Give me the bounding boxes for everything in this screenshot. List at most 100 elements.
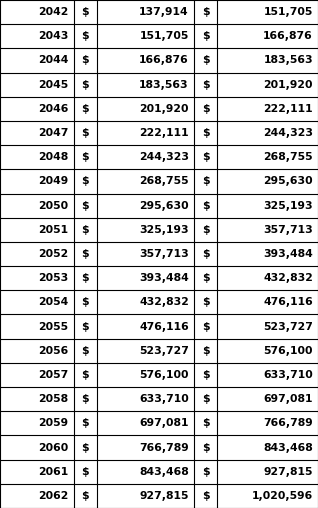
Text: 523,727: 523,727 xyxy=(263,322,313,332)
Text: $: $ xyxy=(202,201,209,211)
Text: 927,815: 927,815 xyxy=(264,467,313,477)
Text: 2042: 2042 xyxy=(38,7,69,17)
Text: $: $ xyxy=(81,225,89,235)
Text: 633,710: 633,710 xyxy=(139,394,189,404)
Text: 222,111: 222,111 xyxy=(263,104,313,114)
Text: $: $ xyxy=(81,370,89,380)
Text: 697,081: 697,081 xyxy=(139,418,189,428)
Text: 2060: 2060 xyxy=(38,442,69,453)
Text: 2051: 2051 xyxy=(38,225,69,235)
Text: $: $ xyxy=(81,128,89,138)
Text: $: $ xyxy=(202,370,209,380)
Text: 357,713: 357,713 xyxy=(263,225,313,235)
Text: 2057: 2057 xyxy=(38,370,69,380)
Text: $: $ xyxy=(81,7,89,17)
Text: 576,100: 576,100 xyxy=(264,346,313,356)
Text: $: $ xyxy=(202,55,209,66)
Text: $: $ xyxy=(202,297,209,307)
Text: 325,193: 325,193 xyxy=(263,201,313,211)
Text: $: $ xyxy=(81,249,89,259)
Text: 2055: 2055 xyxy=(38,322,69,332)
Text: $: $ xyxy=(81,491,89,501)
Text: $: $ xyxy=(81,467,89,477)
Text: 766,789: 766,789 xyxy=(263,418,313,428)
Text: 244,323: 244,323 xyxy=(139,152,189,162)
Text: $: $ xyxy=(202,104,209,114)
Text: 357,713: 357,713 xyxy=(139,249,189,259)
Text: 183,563: 183,563 xyxy=(139,80,189,90)
Text: $: $ xyxy=(81,201,89,211)
Text: $: $ xyxy=(202,80,209,90)
Text: 697,081: 697,081 xyxy=(264,394,313,404)
Text: $: $ xyxy=(81,31,89,41)
Text: $: $ xyxy=(202,31,209,41)
Text: 244,323: 244,323 xyxy=(263,128,313,138)
Text: $: $ xyxy=(202,273,209,283)
Text: 222,111: 222,111 xyxy=(139,128,189,138)
Text: $: $ xyxy=(202,128,209,138)
Text: 2056: 2056 xyxy=(38,346,69,356)
Text: $: $ xyxy=(81,322,89,332)
Text: 432,832: 432,832 xyxy=(263,273,313,283)
Text: $: $ xyxy=(81,55,89,66)
Text: $: $ xyxy=(202,346,209,356)
Text: $: $ xyxy=(202,322,209,332)
Text: 2054: 2054 xyxy=(38,297,69,307)
Text: 843,468: 843,468 xyxy=(139,467,189,477)
Text: $: $ xyxy=(202,467,209,477)
Text: 476,116: 476,116 xyxy=(263,297,313,307)
Text: $: $ xyxy=(202,152,209,162)
Text: 476,116: 476,116 xyxy=(139,322,189,332)
Text: $: $ xyxy=(81,346,89,356)
Text: 2058: 2058 xyxy=(38,394,69,404)
Text: 295,630: 295,630 xyxy=(263,176,313,186)
Text: 2049: 2049 xyxy=(38,176,69,186)
Text: 137,914: 137,914 xyxy=(139,7,189,17)
Text: $: $ xyxy=(81,176,89,186)
Text: 393,484: 393,484 xyxy=(263,249,313,259)
Text: 2062: 2062 xyxy=(38,491,69,501)
Text: 633,710: 633,710 xyxy=(263,370,313,380)
Text: 2059: 2059 xyxy=(38,418,69,428)
Text: $: $ xyxy=(202,176,209,186)
Text: 151,705: 151,705 xyxy=(264,7,313,17)
Text: $: $ xyxy=(202,394,209,404)
Text: 201,920: 201,920 xyxy=(264,80,313,90)
Text: $: $ xyxy=(202,7,209,17)
Text: $: $ xyxy=(202,225,209,235)
Text: 183,563: 183,563 xyxy=(263,55,313,66)
Text: 393,484: 393,484 xyxy=(139,273,189,283)
Text: 523,727: 523,727 xyxy=(139,346,189,356)
Text: 2046: 2046 xyxy=(38,104,69,114)
Text: 766,789: 766,789 xyxy=(139,442,189,453)
Text: 2061: 2061 xyxy=(38,467,69,477)
Text: $: $ xyxy=(81,152,89,162)
Text: 2050: 2050 xyxy=(38,201,69,211)
Text: 268,755: 268,755 xyxy=(139,176,189,186)
Text: 2045: 2045 xyxy=(38,80,69,90)
Text: 2047: 2047 xyxy=(38,128,69,138)
Text: $: $ xyxy=(81,442,89,453)
Text: 2043: 2043 xyxy=(38,31,69,41)
Text: 2044: 2044 xyxy=(38,55,69,66)
Text: 325,193: 325,193 xyxy=(139,225,189,235)
Text: 151,705: 151,705 xyxy=(140,31,189,41)
Text: $: $ xyxy=(202,418,209,428)
Text: 843,468: 843,468 xyxy=(263,442,313,453)
Text: 166,876: 166,876 xyxy=(139,55,189,66)
Text: 2052: 2052 xyxy=(38,249,69,259)
Text: 576,100: 576,100 xyxy=(139,370,189,380)
Text: 166,876: 166,876 xyxy=(263,31,313,41)
Text: $: $ xyxy=(81,394,89,404)
Text: 268,755: 268,755 xyxy=(263,152,313,162)
Text: 432,832: 432,832 xyxy=(139,297,189,307)
Text: $: $ xyxy=(81,418,89,428)
Text: $: $ xyxy=(81,273,89,283)
Text: $: $ xyxy=(202,249,209,259)
Text: $: $ xyxy=(202,491,209,501)
Text: $: $ xyxy=(81,104,89,114)
Text: 295,630: 295,630 xyxy=(139,201,189,211)
Text: 927,815: 927,815 xyxy=(139,491,189,501)
Text: $: $ xyxy=(202,442,209,453)
Text: 1,020,596: 1,020,596 xyxy=(252,491,313,501)
